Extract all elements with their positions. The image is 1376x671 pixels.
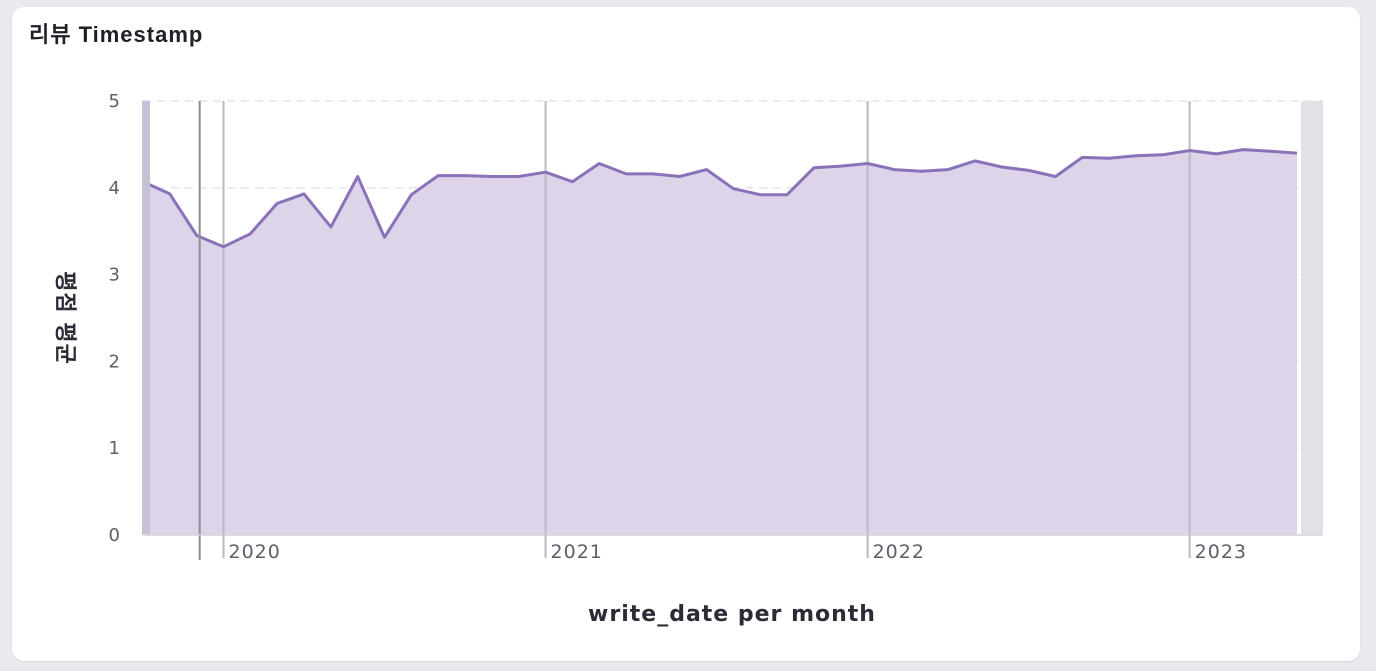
x-tick-label: 2023 — [1195, 541, 1247, 563]
x-tick-label: 2022 — [873, 541, 925, 563]
y-tick-label: 2 — [109, 351, 120, 372]
x-tick-label: 2020 — [229, 541, 281, 563]
y-tick-label: 0 — [109, 525, 120, 546]
y-axis: 0 1 2 3 4 5 — [109, 91, 120, 546]
y-tick-label: 4 — [109, 178, 120, 199]
y-tick-label: 3 — [109, 265, 120, 286]
panel-title: 리뷰 Timestamp — [29, 22, 204, 47]
brush-right-handle — [1301, 101, 1323, 535]
x-axis-title: write_date per month — [588, 602, 876, 627]
y-axis-title: 평점 평균 — [52, 271, 77, 365]
series-line — [142, 148, 1298, 249]
area-fill — [143, 149, 1297, 535]
brush — [142, 101, 1323, 560]
x-tick-label: 2021 — [551, 541, 603, 563]
x-axis: 2020 2021 2022 2023 — [222, 535, 1247, 563]
y-tick-label: 1 — [109, 438, 120, 459]
brush-left-handle — [142, 101, 150, 535]
y-tick-label: 5 — [109, 91, 120, 112]
